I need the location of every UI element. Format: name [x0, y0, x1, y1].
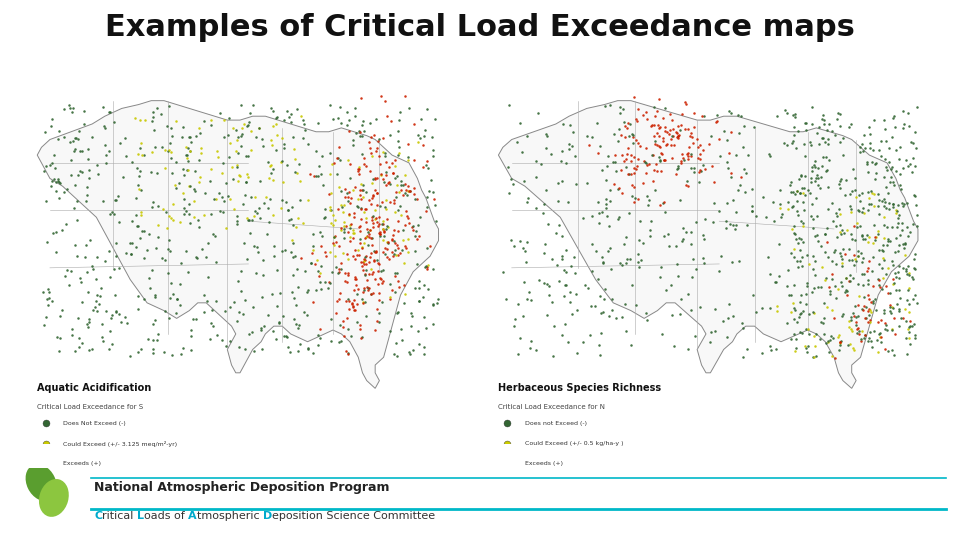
Polygon shape: [37, 100, 439, 388]
Text: A: A: [188, 511, 197, 522]
Text: ritical: ritical: [102, 511, 137, 522]
Text: oads of: oads of: [144, 511, 188, 522]
Text: eposition Science Committee: eposition Science Committee: [273, 511, 436, 522]
Text: Does not Exceed (-): Does not Exceed (-): [525, 421, 587, 426]
Text: Critical Load Exceedance for N: Critical Load Exceedance for N: [498, 404, 606, 410]
Text: Does Not Exceed (-): Does Not Exceed (-): [62, 421, 126, 426]
Text: tmospheric: tmospheric: [197, 511, 263, 522]
Ellipse shape: [26, 464, 57, 501]
Text: C: C: [94, 511, 102, 522]
Text: L: L: [137, 511, 144, 522]
Text: Could Exceed (+/- 3.125 meq/m²-yr): Could Exceed (+/- 3.125 meq/m²-yr): [62, 441, 177, 447]
Text: Could Exceed (+/- 0.5 kg/ha-y ): Could Exceed (+/- 0.5 kg/ha-y ): [525, 441, 623, 446]
Text: Critical Load Exceedance for S: Critical Load Exceedance for S: [37, 404, 143, 410]
Text: Exceeds (+): Exceeds (+): [525, 461, 563, 467]
Text: Exceeds (+): Exceeds (+): [62, 461, 101, 467]
Text: Herbaceous Species Richness: Herbaceous Species Richness: [498, 382, 661, 393]
Polygon shape: [498, 100, 918, 388]
Text: Examples of Critical Load Exceedance maps: Examples of Critical Load Exceedance map…: [105, 14, 855, 43]
Text: D: D: [263, 511, 273, 522]
Text: National Atmospheric Deposition Program: National Atmospheric Deposition Program: [94, 481, 390, 494]
Ellipse shape: [39, 479, 69, 517]
Text: Aquatic Acidification: Aquatic Acidification: [37, 382, 152, 393]
